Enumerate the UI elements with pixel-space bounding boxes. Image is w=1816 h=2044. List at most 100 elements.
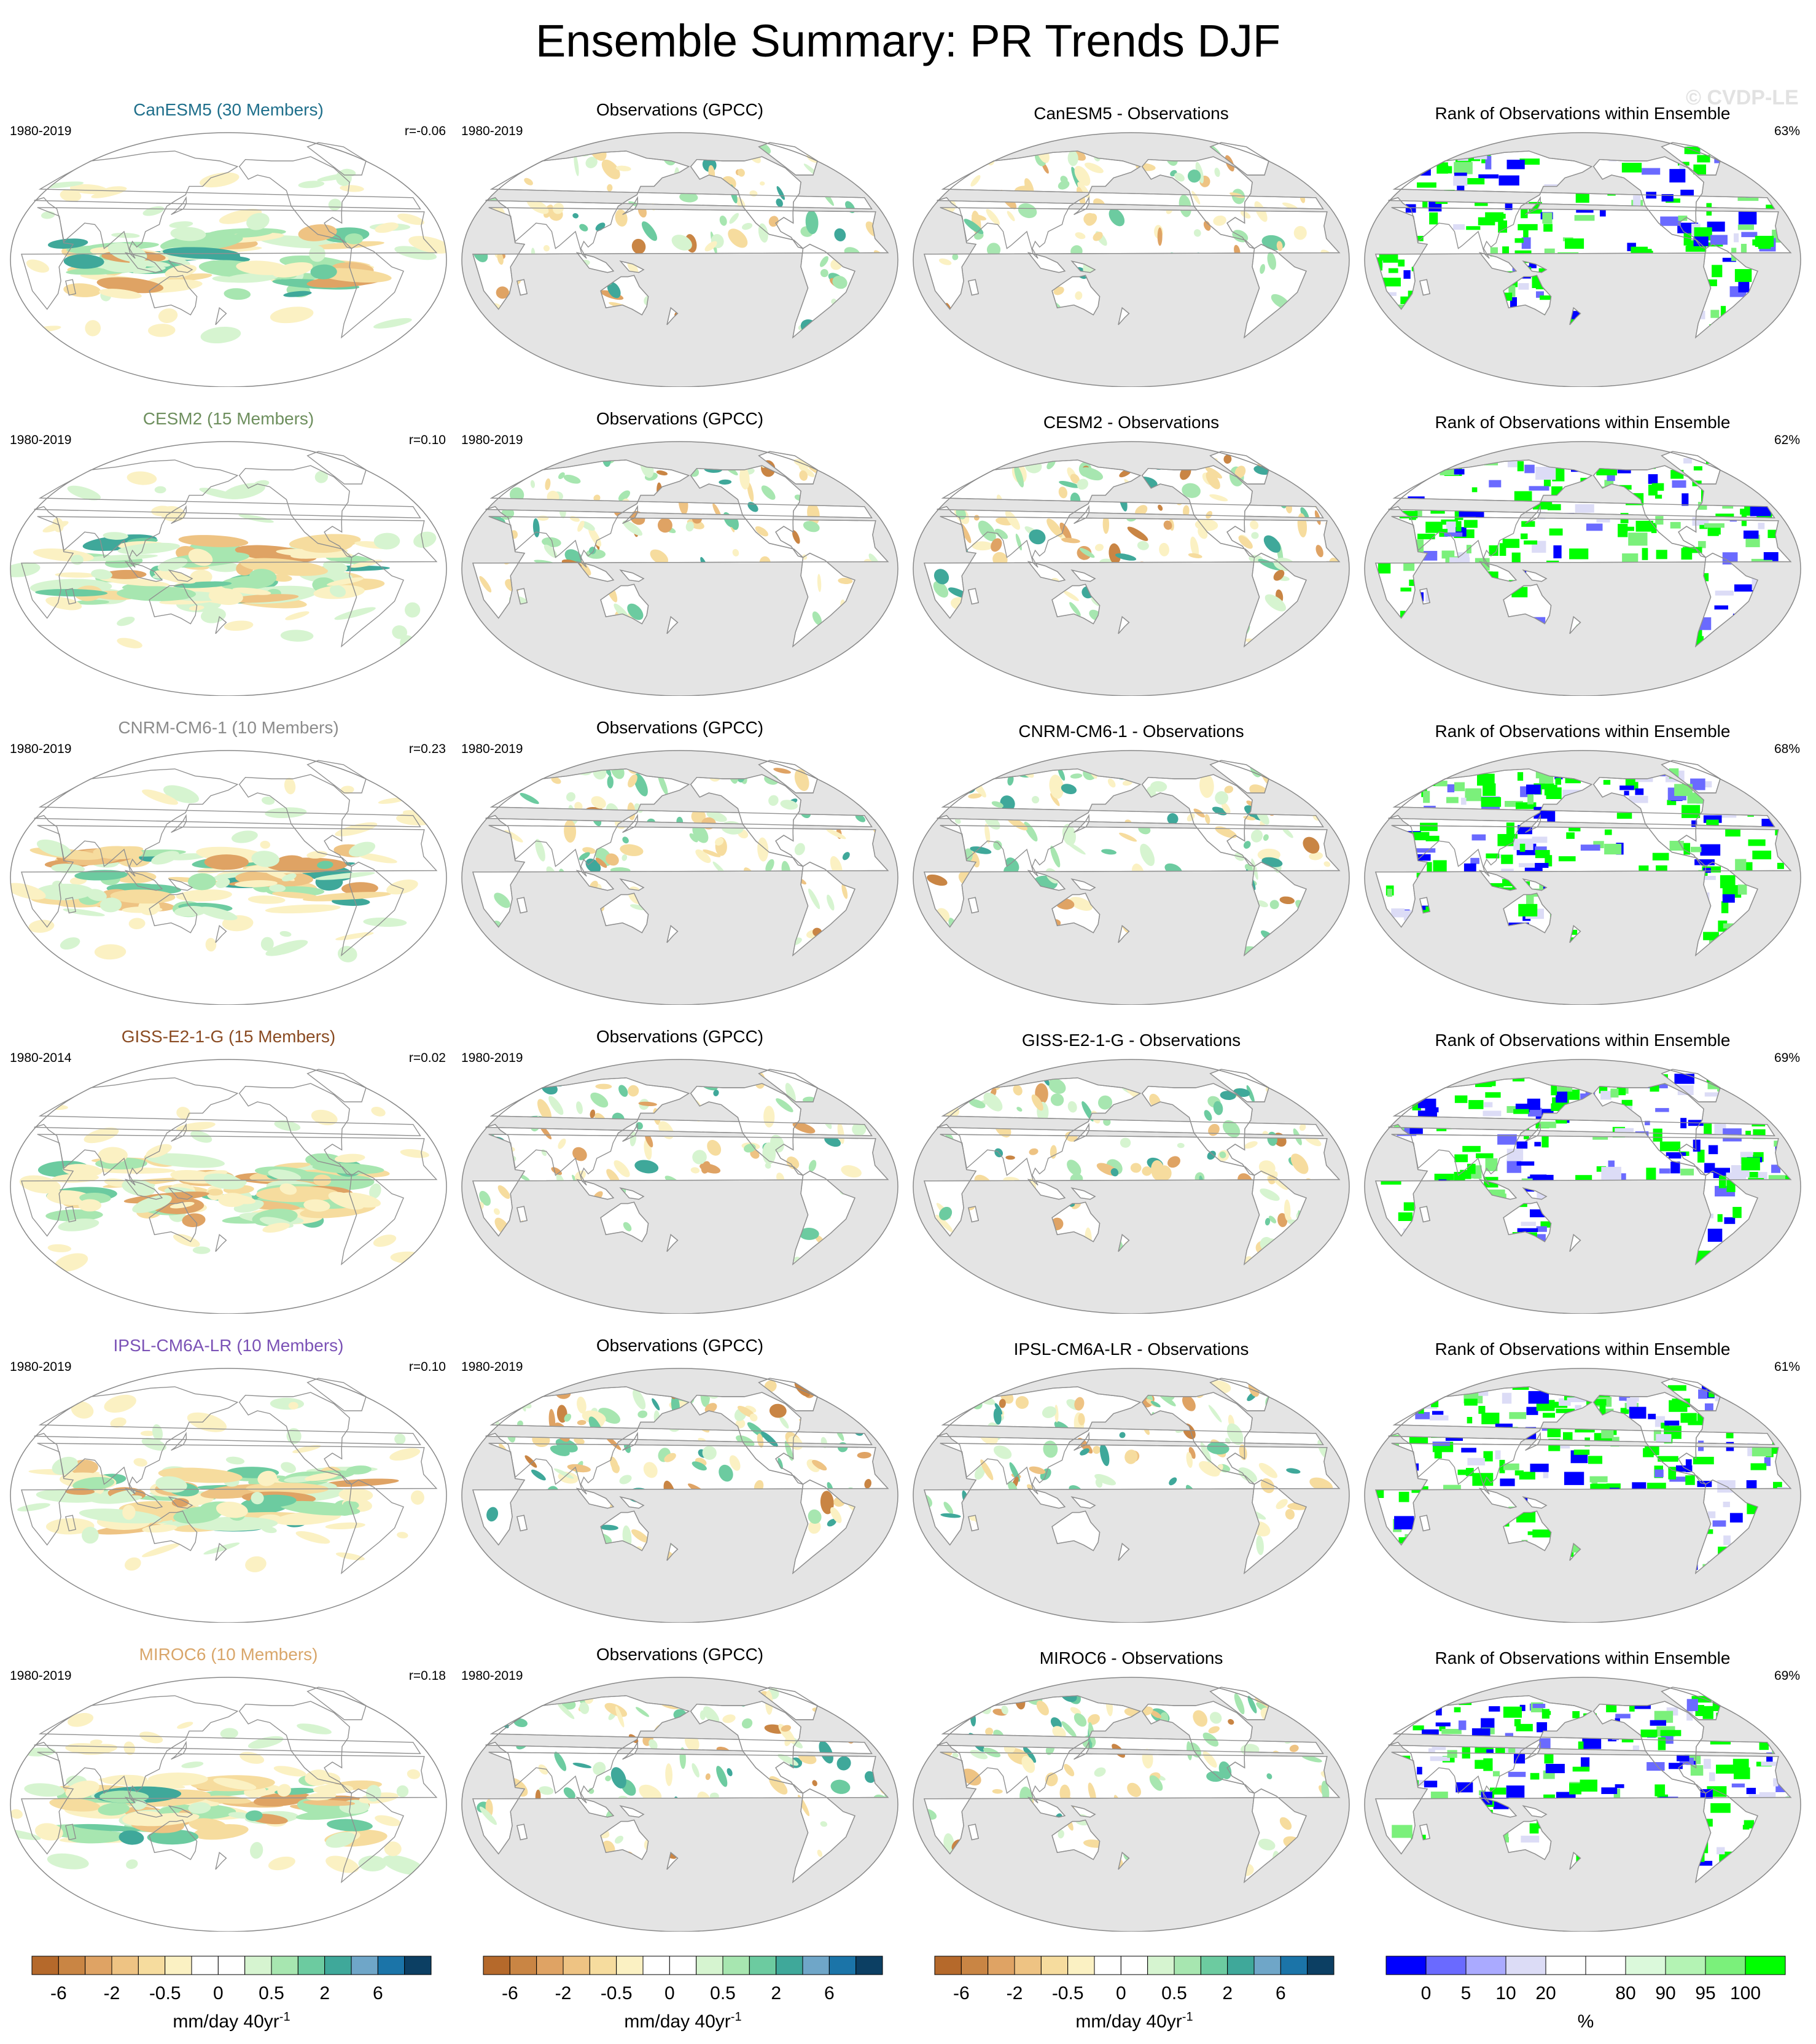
continent-madagascar <box>65 588 77 605</box>
colorbar-tick-label: 10 <box>1495 1983 1516 2003</box>
panel-title: Rank of Observations within Ensemble <box>1435 1648 1731 1668</box>
trend-field <box>19 1104 429 1272</box>
continent-south-america <box>340 861 404 957</box>
continent-north-america <box>238 1701 352 1794</box>
global-map <box>461 750 898 1005</box>
colorbar-swatch <box>111 1956 139 1975</box>
map-panel-obs: Observations (GPCC) 1980-2019 <box>459 716 901 1005</box>
map-panel-diff: CNRM-CM6-1 - Observations <box>910 716 1352 1005</box>
colorbar-label: mm/day 40yr-1 <box>31 2010 432 2032</box>
colorbar-swatch <box>961 1956 989 1975</box>
pattern-correlation: r=0.23 <box>408 742 446 756</box>
colorbar-swatch <box>855 1956 883 1975</box>
colorbar-swatch <box>1094 1956 1121 1975</box>
watermark: © CVDP-LE <box>1686 86 1799 109</box>
colorbar-swatch <box>1505 1956 1546 1975</box>
colorbar-swatch <box>828 1956 857 1975</box>
colorbar-swatch <box>1067 1956 1095 1975</box>
colorbar-swatch <box>1465 1956 1506 1975</box>
colorbar-tick-label: 90 <box>1655 1983 1675 2003</box>
continent-australia <box>149 1819 198 1860</box>
continent-new-zealand <box>215 1233 227 1252</box>
years-label: 1980-2019 <box>10 1360 72 1374</box>
rank-percent: 62% <box>1774 433 1800 447</box>
continent-asia-europe <box>34 1695 421 1804</box>
panel-title: MIROC6 (10 Members) <box>139 1645 318 1664</box>
continent-africa <box>21 1443 438 1546</box>
panel-title: Observations (GPCC) <box>596 409 764 428</box>
panel-title: GISS-E2-1-G - Observations <box>1021 1031 1241 1050</box>
trend-field <box>10 1712 425 1876</box>
colorbar-tick-label: -6 <box>953 1983 970 2003</box>
global-map <box>913 1677 1350 1932</box>
colorbar-tick-label: 95 <box>1695 1983 1715 2003</box>
map-panel-rank: Rank of Observations within Ensemble 61% <box>1362 1334 1804 1623</box>
colorbar-swatch <box>1545 1956 1586 1975</box>
map-panel-rank: Rank of Observations within Ensemble 69% <box>1362 1025 1804 1314</box>
colorbar: -6 -2 -0.5 0 0.5 2 6 mm/day 40yr-1 <box>933 1955 1376 2035</box>
coastlines <box>21 142 438 339</box>
continent-new-zealand <box>215 306 227 326</box>
map-panel-obs: Observations (GPCC) 1980-2019 <box>459 1025 901 1314</box>
global-map <box>913 750 1350 1005</box>
global-map <box>461 1059 898 1314</box>
coastlines <box>1375 142 1792 339</box>
colorbar-tick-label: -6 <box>502 1983 518 2003</box>
colorbar-swatch <box>536 1956 564 1975</box>
panel-title: CanESM5 (30 Members) <box>133 100 324 119</box>
coastlines <box>472 451 889 648</box>
panel-title: GISS-E2-1-G (15 Members) <box>121 1027 336 1046</box>
continent-madagascar <box>65 279 77 296</box>
panel-title: IPSL-CM6A-LR - Observations <box>1013 1340 1249 1359</box>
colorbar-swatch <box>297 1956 325 1975</box>
continent-new-guinea <box>168 1187 193 1200</box>
colorbar-units: % <box>1577 2011 1594 2032</box>
map-panel-diff: CESM2 - Observations <box>910 407 1352 696</box>
colorbar-units-exponent: -1 <box>730 2010 742 2024</box>
continent-greenland <box>306 1378 367 1411</box>
continent-madagascar <box>65 1515 77 1532</box>
page-title: Ensemble Summary: PR Trends DJF <box>535 15 1281 66</box>
continent-japan <box>171 1741 187 1760</box>
continent-new-zealand <box>215 1542 227 1561</box>
panel-title: Observations (GPCC) <box>596 1027 764 1046</box>
global-map <box>10 132 447 387</box>
continent-madagascar <box>65 1206 77 1223</box>
rank-percent: 68% <box>1774 742 1800 756</box>
map-panel-rank: Rank of Observations within Ensemble 63% <box>1362 98 1804 387</box>
global-map <box>10 1368 447 1623</box>
colorbar-swatch <box>1705 1956 1746 1975</box>
coastlines <box>924 451 1341 648</box>
map-panel-diff: MIROC6 - Observations <box>910 1643 1352 1932</box>
continent-south-america <box>340 552 404 648</box>
colorbar-swatch <box>802 1956 830 1975</box>
colorbar-swatch <box>1665 1956 1706 1975</box>
map-panel-rank: Rank of Observations within Ensemble 69% <box>1362 1643 1804 1932</box>
global-map <box>461 132 898 387</box>
continent-indonesia <box>124 1179 163 1200</box>
global-map <box>1364 1677 1801 1932</box>
continent-australia <box>149 275 198 316</box>
continent-japan <box>171 196 187 216</box>
rank-percent: 69% <box>1774 1669 1800 1683</box>
continent-south-america <box>340 1788 404 1884</box>
colorbar-label: % <box>1385 2010 1787 2032</box>
continent-south-america <box>340 243 404 339</box>
map-panel-rank: Rank of Observations within Ensemble 68% <box>1362 716 1804 1005</box>
map-panel-obs: Observations (GPCC) 1980-2019 <box>459 98 901 387</box>
coastlines <box>21 1687 438 1884</box>
trend-field <box>10 778 437 962</box>
continent-new-zealand <box>215 615 227 634</box>
trend-field <box>26 168 446 343</box>
map-panel-model: GISS-E2-1-G (15 Members) 1980-2014 r=0.02 <box>7 1025 450 1314</box>
colorbar-tick-label: 80 <box>1615 1983 1635 2003</box>
colorbar-tick-label: 2 <box>319 1983 330 2003</box>
continent-north-america <box>238 1392 352 1485</box>
panel-title: CanESM5 - Observations <box>1034 104 1229 123</box>
colorbar-swatch <box>1253 1956 1281 1975</box>
panel-title: Observations (GPCC) <box>596 1336 764 1355</box>
colorbar-swatch <box>1120 1956 1148 1975</box>
colorbar-swatch <box>1745 1956 1786 1975</box>
continent-japan <box>171 1123 187 1142</box>
continent-new-guinea <box>168 1496 193 1509</box>
